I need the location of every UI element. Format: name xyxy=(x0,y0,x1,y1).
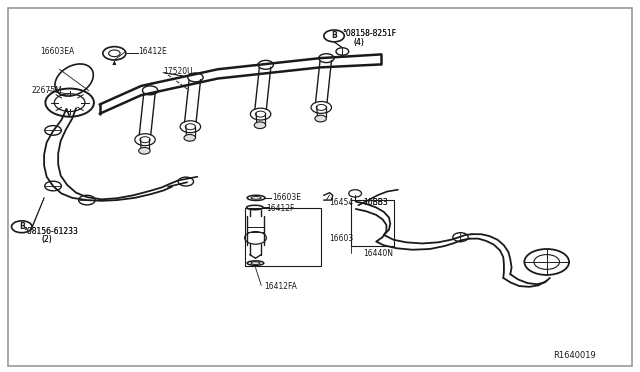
Text: B: B xyxy=(19,222,25,231)
Text: B: B xyxy=(331,31,337,41)
Bar xyxy=(244,208,321,266)
Text: 16454: 16454 xyxy=(330,198,354,207)
Text: 16BB3: 16BB3 xyxy=(364,198,388,207)
Text: 16412E: 16412E xyxy=(138,47,167,56)
Text: 16603EA: 16603EA xyxy=(40,47,74,56)
Text: 16412F: 16412F xyxy=(266,204,294,213)
Text: 22675M: 22675M xyxy=(31,86,62,95)
Text: 16603E: 16603E xyxy=(272,193,301,202)
Text: (2): (2) xyxy=(41,235,52,244)
Text: 17520U: 17520U xyxy=(164,67,193,76)
Text: 16BB3: 16BB3 xyxy=(364,198,388,207)
Text: °08156-61233: °08156-61233 xyxy=(23,227,78,236)
Text: (4): (4) xyxy=(353,38,364,47)
Text: (2): (2) xyxy=(41,235,52,244)
Text: 16440N: 16440N xyxy=(364,249,394,258)
Text: °08156-61233: °08156-61233 xyxy=(23,227,78,236)
Text: °08158-8251F: °08158-8251F xyxy=(342,29,396,38)
Text: R1640019: R1640019 xyxy=(553,351,596,360)
Text: (4): (4) xyxy=(353,38,364,47)
Text: 16603: 16603 xyxy=(330,234,354,243)
Circle shape xyxy=(315,115,326,122)
Circle shape xyxy=(139,147,150,154)
Text: °08158-8251F: °08158-8251F xyxy=(342,29,396,38)
Text: 16412FA: 16412FA xyxy=(264,282,297,291)
Circle shape xyxy=(184,135,195,141)
Circle shape xyxy=(254,122,266,129)
Bar xyxy=(351,200,394,246)
